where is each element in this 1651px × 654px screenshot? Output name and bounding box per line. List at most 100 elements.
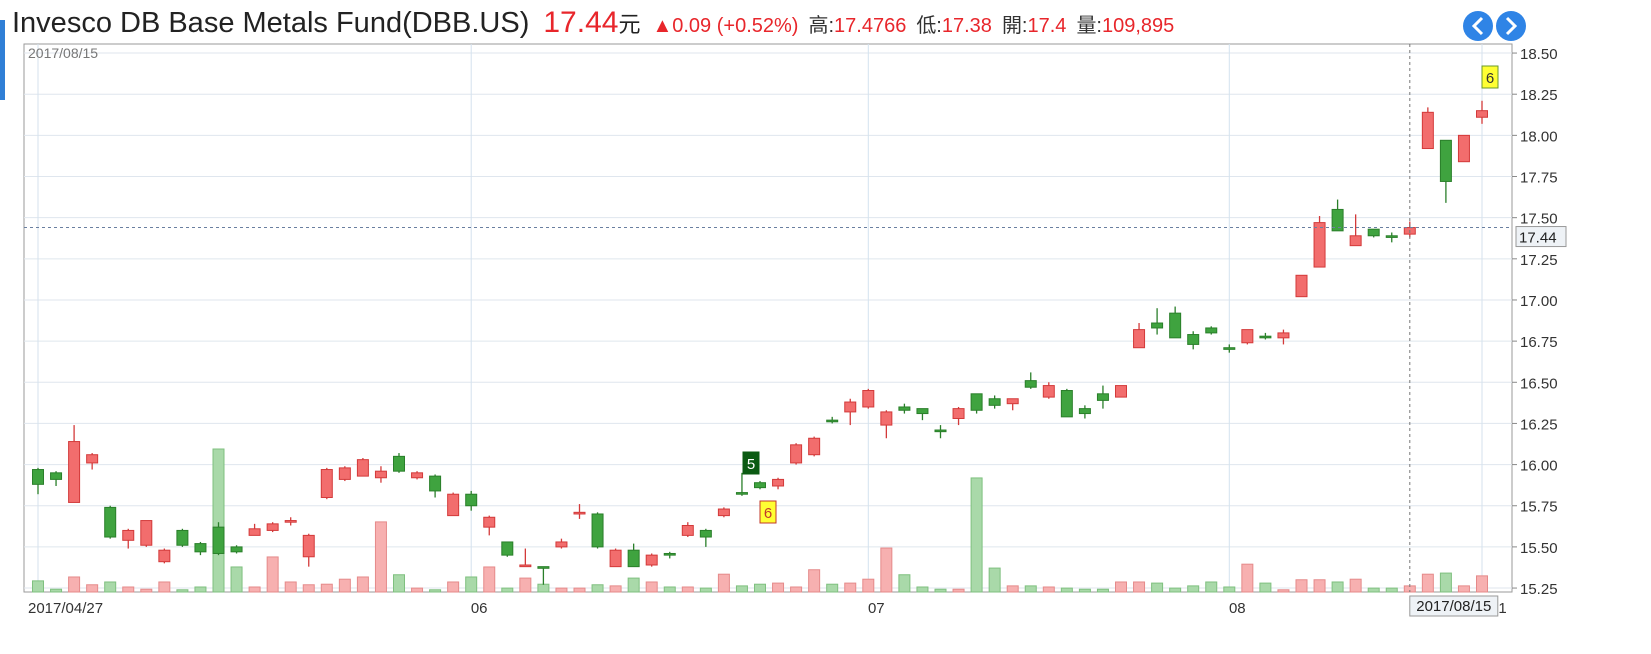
- candle-body: [1024, 380, 1037, 388]
- volume-bar: [465, 576, 478, 593]
- y-tick-label: 17.75: [1520, 170, 1558, 187]
- volume-bar: [1331, 581, 1344, 593]
- volume-bar: [1439, 572, 1452, 593]
- x-tick-label: 06: [471, 600, 488, 617]
- candle-body: [50, 472, 63, 480]
- volume-bar: [880, 547, 893, 593]
- volume-bar: [952, 588, 965, 593]
- volume-bar: [32, 580, 44, 593]
- candle-body: [1115, 385, 1127, 398]
- y-tick-label: 16.25: [1520, 416, 1558, 433]
- volume-bar: [1421, 573, 1434, 593]
- candle-body: [537, 566, 550, 569]
- y-tick-label: 15.25: [1520, 581, 1558, 598]
- volume-bar: [86, 584, 99, 593]
- candle-body: [1060, 390, 1073, 418]
- volume-bar: [1169, 587, 1182, 593]
- volume-bar: [338, 578, 351, 593]
- candle-body: [1385, 235, 1398, 238]
- volume-bar: [1060, 587, 1073, 593]
- volume-bar: [591, 584, 604, 593]
- volume-bar: [1115, 581, 1127, 593]
- candle-body: [1277, 332, 1290, 339]
- volume-bar: [1313, 579, 1326, 593]
- volume-bar: [68, 576, 81, 593]
- candle-body: [699, 529, 712, 538]
- annotation-box: [759, 500, 777, 524]
- candle-body: [772, 478, 785, 487]
- nav-prev[interactable]: [1463, 11, 1493, 41]
- stat-label: 高:: [808, 15, 835, 37]
- candle-body: [952, 408, 965, 419]
- candle-body: [465, 493, 478, 507]
- candle-body: [1439, 139, 1452, 182]
- candle-body: [1169, 312, 1182, 339]
- volume-bar: [501, 587, 514, 593]
- candle-body: [934, 429, 947, 433]
- volume-bar: [122, 586, 135, 593]
- volume-bar: [754, 583, 766, 593]
- volume-bar: [790, 586, 803, 593]
- candle-body: [808, 437, 821, 456]
- candle-body: [374, 470, 387, 479]
- candle-body: [320, 469, 333, 499]
- volume-bar: [1295, 579, 1308, 593]
- stat-label: 開:: [1001, 15, 1028, 37]
- candle-body: [248, 528, 261, 536]
- volume-bar: [573, 587, 586, 593]
- y-tick-label: 16.75: [1520, 334, 1558, 351]
- stat-value: 109,895: [1102, 15, 1175, 37]
- volume-bar: [140, 588, 153, 593]
- title: Invesco DB Base Metals Fund(DBB.US): [12, 7, 530, 39]
- candle-body: [555, 541, 568, 548]
- current-date: 2017/08/15: [28, 45, 98, 61]
- volume-bar: [627, 577, 640, 593]
- candle-body: [1096, 393, 1109, 401]
- volume-bar: [970, 477, 983, 593]
- nav-next[interactable]: [1496, 11, 1526, 41]
- annotation: 5: [747, 456, 755, 473]
- volume-bar: [934, 588, 947, 593]
- candle-body: [1187, 334, 1200, 345]
- stat-label: 低:: [916, 15, 942, 37]
- candle-body: [1476, 110, 1488, 118]
- candle-body: [1313, 222, 1326, 268]
- crosshair-price: 17.44: [1519, 230, 1557, 247]
- window-edge: [0, 20, 5, 100]
- candle-body: [158, 549, 171, 563]
- volume-bar: [1476, 575, 1488, 593]
- candle-body: [735, 492, 748, 495]
- y-tick-label: 17.50: [1520, 211, 1558, 228]
- volume-bar: [176, 589, 189, 593]
- y-tick-label: 15.75: [1520, 499, 1558, 516]
- volume-bar: [862, 578, 875, 593]
- candle-body: [1367, 228, 1380, 237]
- candle-body: [970, 393, 983, 411]
- candle-body: [86, 454, 99, 464]
- volume-bar: [1205, 581, 1218, 593]
- currency: 元: [618, 12, 641, 37]
- candle-body: [1421, 111, 1434, 150]
- y-tick-label: 18.00: [1520, 128, 1558, 145]
- candle-body: [140, 520, 153, 546]
- volume-bar: [1006, 585, 1019, 593]
- volume-bar: [645, 581, 658, 593]
- volume-bar: [1367, 587, 1380, 593]
- volume-bar: [158, 581, 171, 593]
- volume-bar: [50, 588, 63, 593]
- candle-body: [1349, 235, 1362, 247]
- volume-bar: [663, 586, 676, 593]
- candle-body: [338, 467, 351, 480]
- stat-value: 17.38: [941, 15, 992, 37]
- candle-body: [284, 520, 297, 523]
- volume-bar: [1151, 582, 1164, 593]
- candle-body: [1223, 347, 1236, 350]
- candle-body: [681, 524, 694, 536]
- candle-body: [862, 390, 875, 408]
- candle-body: [194, 543, 207, 553]
- volume-bar: [284, 581, 297, 593]
- volume-bar: [609, 585, 622, 593]
- volume-bar: [230, 566, 243, 593]
- candle-body: [32, 469, 44, 485]
